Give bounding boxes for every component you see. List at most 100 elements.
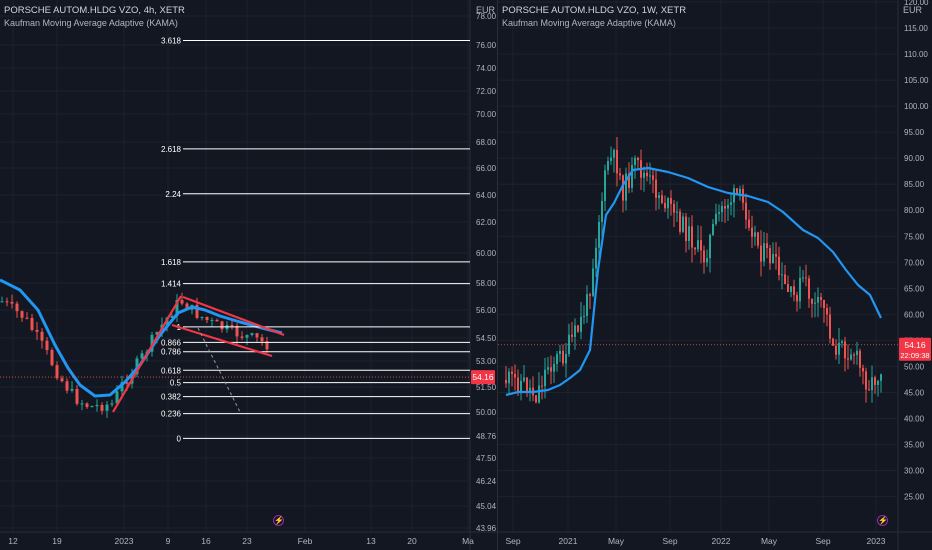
chart-1w-canvas[interactable]: 120.00 115.00 110.00 105.00 100.00 95.00 90.00… (498, 0, 932, 550)
y-tick-label: 43.96 (476, 524, 497, 533)
y-tick-label: 47.50 (476, 454, 497, 463)
candle-body (823, 299, 825, 309)
candle-body (655, 179, 657, 198)
candle-body (100, 404, 104, 411)
x-tick-label: 9 (166, 536, 171, 546)
candle-body (691, 226, 693, 248)
indicator-name-4h[interactable]: Kaufman Moving Average Adaptive (KAMA) (4, 18, 178, 28)
candle-body (631, 164, 633, 188)
candle-body (715, 213, 717, 224)
candle-body (847, 358, 849, 360)
flash-icon[interactable]: ⚡ (273, 515, 284, 526)
candle-body (610, 157, 612, 161)
chart-4h-canvas[interactable]: 78.00 76.00 74.00 72.00 70.00 68.00 66.00 64.00… (0, 0, 497, 550)
candle-body (769, 248, 771, 264)
candle-body (155, 332, 159, 335)
candle-body (45, 340, 49, 351)
candle-body (140, 353, 144, 359)
candle-body (210, 319, 214, 321)
indicator-name-1w[interactable]: Kaufman Moving Average Adaptive (KAMA) (502, 18, 676, 28)
candle-body (40, 331, 44, 341)
x-tick-label: 19 (52, 536, 62, 546)
candle-body (748, 219, 750, 228)
fib-level-label: 0.866 (161, 338, 182, 347)
candle-body (862, 367, 864, 372)
legend-4h: PORSCHE AUTOM.HLDG VZO, 4h, XETR Kaufman… (4, 5, 185, 29)
y-tick-label: 45.00 (904, 388, 925, 397)
x-tick-label: 23 (242, 536, 252, 546)
flash-icon[interactable]: ⚡ (877, 515, 888, 526)
candle-body (694, 247, 696, 250)
candle-body (877, 380, 879, 385)
candle-body (180, 300, 184, 304)
candle-body (667, 198, 669, 209)
candle-body (778, 256, 780, 276)
candle-body (508, 371, 510, 384)
channel-lower-line (171, 323, 273, 358)
x-tick-label: 20 (407, 536, 417, 546)
candle-body (634, 157, 636, 165)
candle-body (601, 201, 603, 222)
fib-level-label: 0.236 (161, 410, 182, 419)
y-tick-label: 60.00 (904, 310, 925, 319)
candle-body (622, 175, 624, 201)
candle-body (574, 325, 576, 337)
y-tick-label: 58.00 (476, 279, 497, 288)
channel-upper-line (182, 295, 285, 337)
candle-body (781, 274, 783, 276)
candle-body (772, 254, 774, 264)
symbol-title-4h[interactable]: PORSCHE AUTOM.HLDG VZO, 4h, XETR (4, 5, 185, 16)
candle-body (838, 342, 840, 355)
candle-body (90, 406, 94, 408)
fib-level-label: 0.786 (161, 348, 182, 357)
price-tag-label: 54.16 (904, 340, 926, 350)
candle-body (559, 350, 561, 355)
x-tick-label: May (761, 536, 778, 546)
symbol-title-1w[interactable]: PORSCHE AUTOM.HLDG VZO, 1W, XETR (502, 5, 687, 16)
candle-body (853, 354, 855, 356)
candle-body (685, 216, 687, 242)
y-tick-label: 51.50 (476, 383, 497, 392)
candle-body (784, 274, 786, 285)
x-tick-label: Sep (662, 536, 677, 546)
kama-line (0, 278, 283, 398)
fib-level-label: 3.618 (161, 37, 182, 46)
candle-body (215, 319, 219, 322)
candle-body (185, 303, 189, 310)
candle-body (565, 354, 567, 364)
chart-pane-1w[interactable]: 120.00 115.00 110.00 105.00 100.00 95.00 90.00… (497, 0, 932, 550)
y-tick-label: 90.00 (904, 154, 925, 163)
candle-body (115, 391, 119, 404)
candle-body (682, 216, 684, 232)
candle-body (661, 195, 663, 204)
candle-body (577, 325, 579, 332)
candle-body (220, 321, 224, 330)
plot-background (498, 0, 932, 550)
candle-body (817, 297, 819, 303)
candle-body (5, 301, 9, 303)
y-tick-label: 45.04 (476, 502, 497, 511)
x-tick-label: 2023 (115, 536, 134, 546)
candle-body (10, 301, 14, 304)
y-tick-label: 120.00 (904, 0, 929, 7)
candle-body (874, 377, 876, 385)
candle-body (15, 303, 19, 312)
chart-pane-4h[interactable]: 78.00 76.00 74.00 72.00 70.00 68.00 66.00 64.00… (0, 0, 497, 550)
y-tick-label: 100.00 (904, 102, 929, 111)
candle-body (658, 195, 660, 198)
candle-body (544, 369, 546, 387)
y-tick-label: 65.00 (904, 284, 925, 293)
candle-body (70, 388, 74, 391)
y-tick-label: 70.00 (904, 258, 925, 267)
candle-body (541, 385, 543, 387)
y-tick-label: 75.00 (904, 232, 925, 241)
candle-body (514, 373, 516, 378)
candle-body (757, 232, 759, 246)
fib-level-label: 0.618 (161, 366, 182, 375)
candle-body (511, 371, 513, 374)
fib-level-label: 2.24 (165, 190, 181, 199)
x-tick-label: 2021 (559, 536, 578, 546)
price-tag (899, 337, 931, 361)
y-tick-label: 95.00 (904, 128, 925, 137)
candle-body (75, 388, 79, 404)
